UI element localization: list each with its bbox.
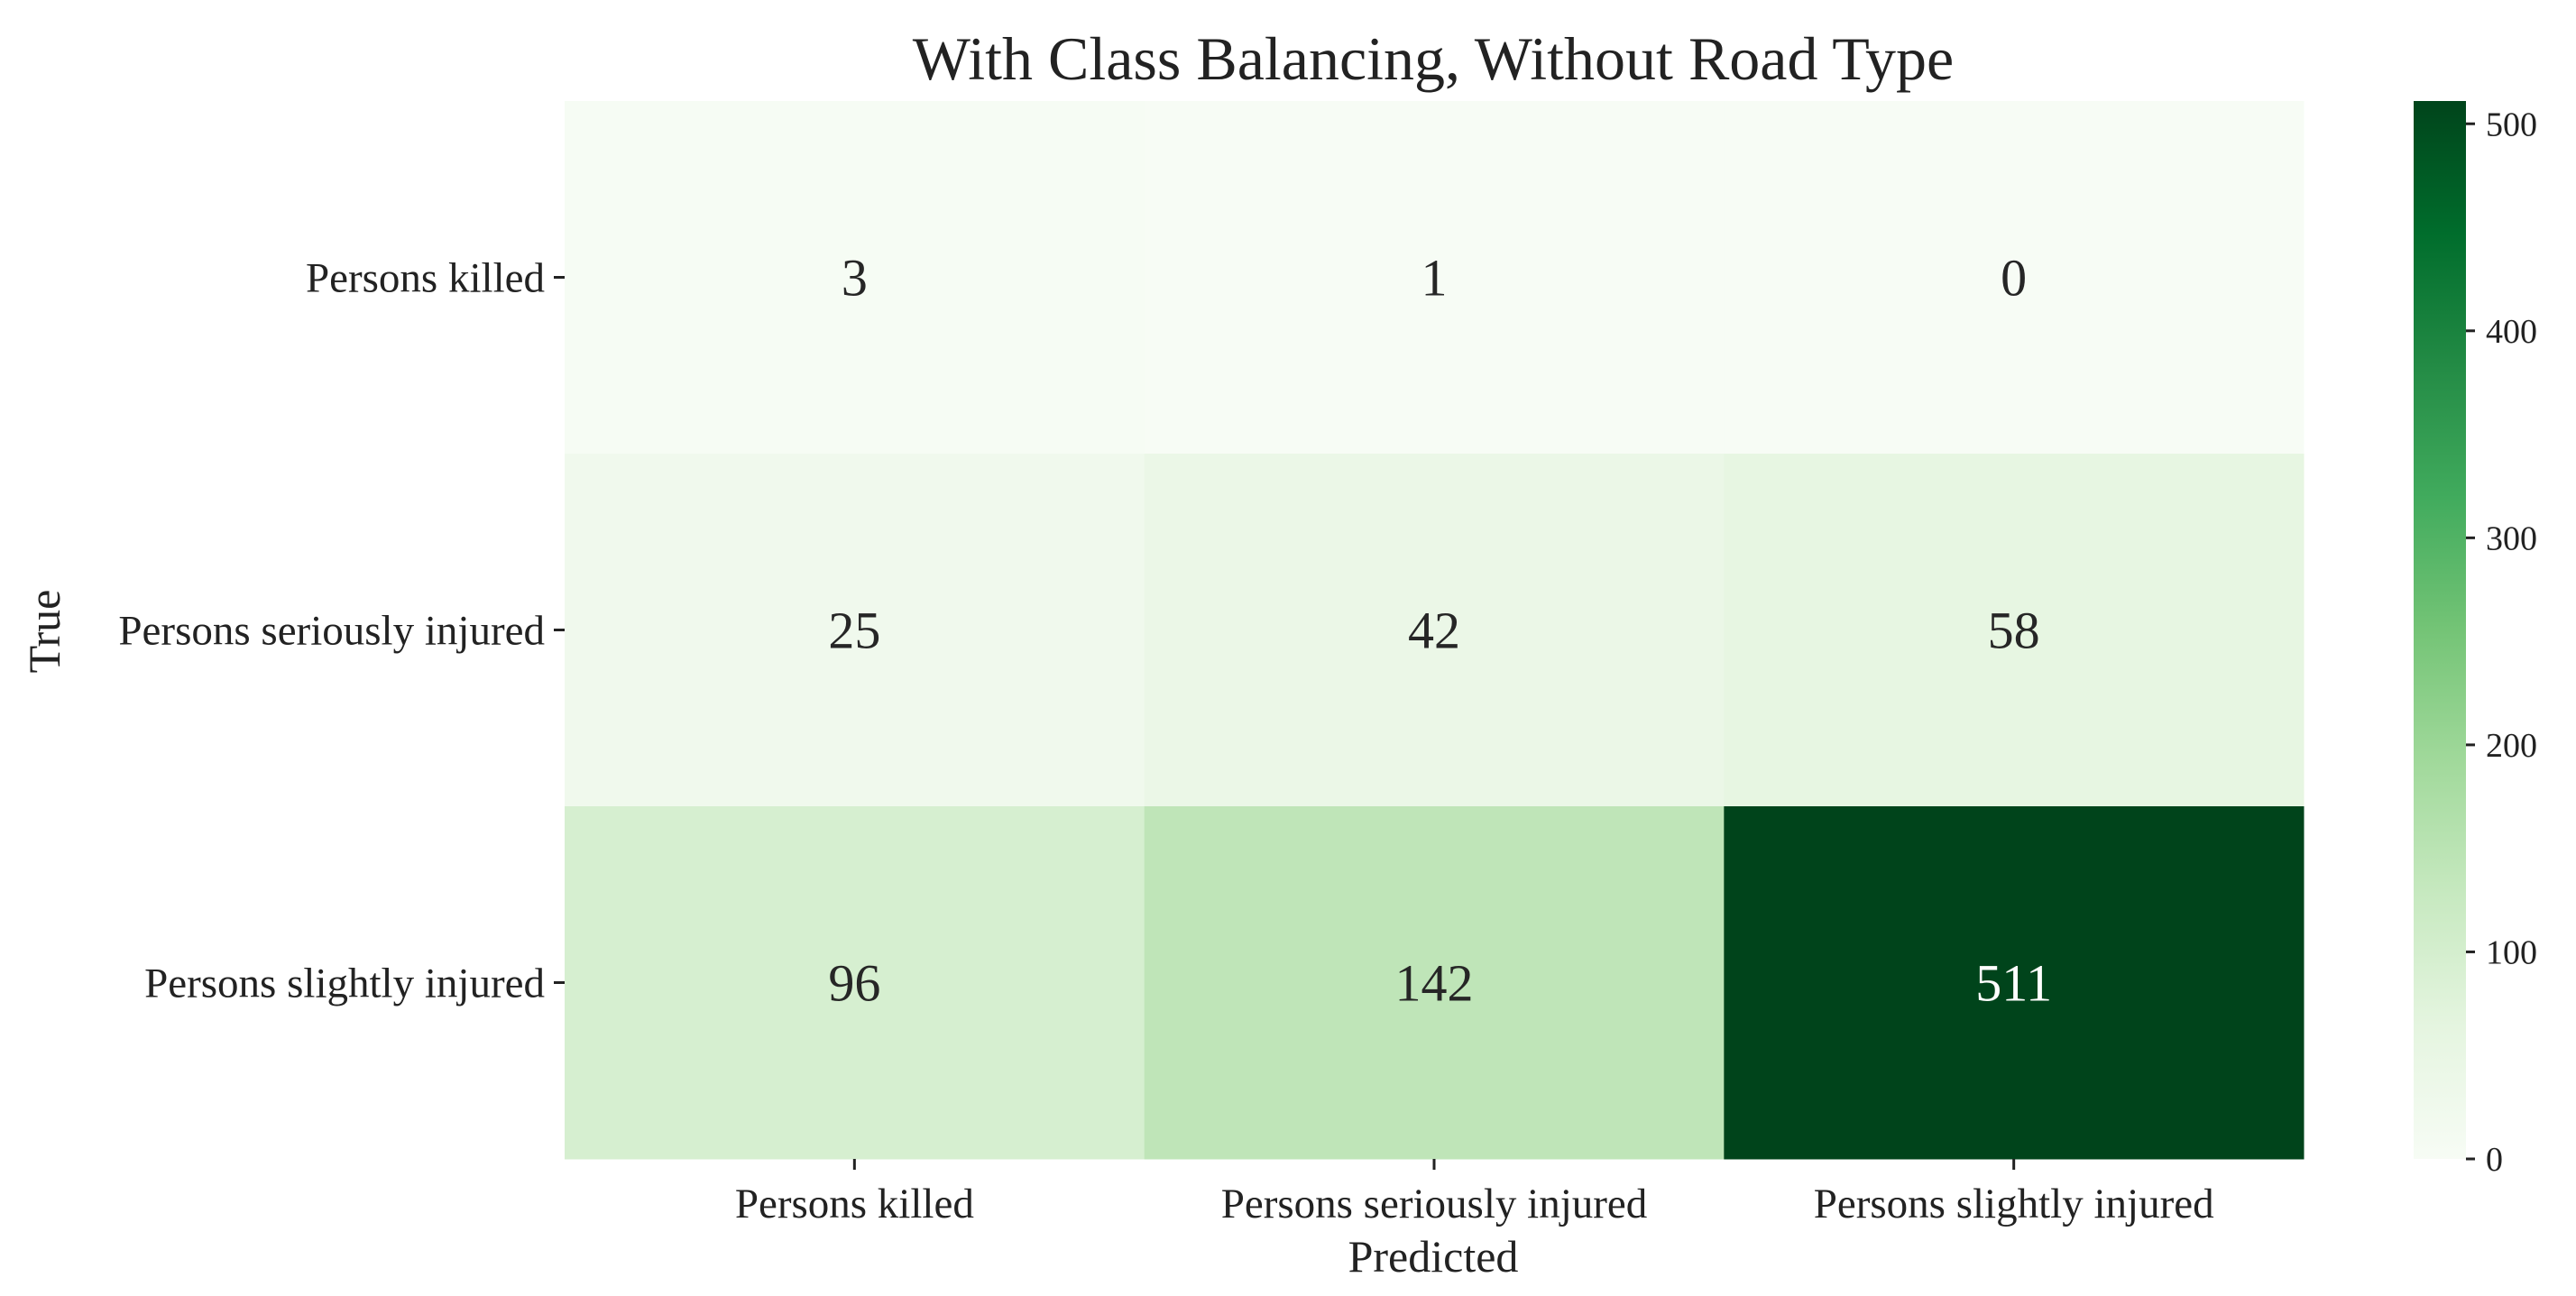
- colorbar-tick-label: 100: [2486, 933, 2537, 971]
- heatmap-cell: [1724, 454, 2305, 807]
- x-axis-label: Predicted: [1348, 1231, 1519, 1282]
- y-tick-label: Persons seriously injured: [118, 608, 545, 655]
- heatmap-cell: [1724, 806, 2305, 1160]
- heatmap-cells: 3 1 0 25 42 58 96 142 511: [565, 101, 2305, 1160]
- colorbar-ticks: 0 100 200 300 400 500: [2466, 106, 2537, 1179]
- colorbar-tick-label: 400: [2486, 313, 2537, 351]
- heatmap-cell: [1144, 454, 1725, 807]
- y-tick-label: Persons killed: [306, 255, 545, 302]
- cell-value-label: 3: [842, 249, 868, 308]
- colorbar: [2414, 101, 2466, 1159]
- heatmap-cell: [1144, 806, 1725, 1160]
- cell-value-label: 1: [1421, 249, 1448, 308]
- colorbar-tick-label: 0: [2486, 1141, 2503, 1179]
- y-tick-label: Persons slightly injured: [144, 961, 545, 1007]
- cell-value-label: 96: [828, 954, 880, 1013]
- heatmap-cell: [1724, 101, 2305, 455]
- heatmap-cell: [565, 806, 1145, 1160]
- x-axis-ticks: Persons killed Persons seriously injured P…: [735, 1159, 2214, 1227]
- cell-value-label: 0: [2001, 249, 2027, 308]
- cell-value-label: 511: [1975, 954, 2052, 1013]
- heatmap-cell: [565, 101, 1145, 455]
- heatmap-cell: [1144, 101, 1725, 455]
- cell-value-label: 25: [828, 602, 880, 660]
- colorbar-tick-label: 500: [2486, 106, 2537, 143]
- y-axis-label: True: [19, 590, 69, 674]
- x-tick-label: Persons slightly injured: [1814, 1181, 2214, 1227]
- chart-title: With Class Balancing, Without Road Type: [913, 24, 1954, 93]
- y-axis-ticks: Persons killed Persons seriously injured P…: [118, 255, 565, 1007]
- cell-value-label: 142: [1395, 954, 1474, 1013]
- heatmap-cell: [565, 454, 1145, 807]
- x-tick-label: Persons killed: [735, 1181, 974, 1227]
- x-tick-label: Persons seriously injured: [1221, 1181, 1648, 1227]
- cell-value-label: 58: [1988, 602, 2040, 660]
- cell-value-label: 42: [1408, 602, 1460, 660]
- colorbar-tick-label: 300: [2486, 519, 2537, 557]
- colorbar-tick-label: 200: [2486, 727, 2537, 765]
